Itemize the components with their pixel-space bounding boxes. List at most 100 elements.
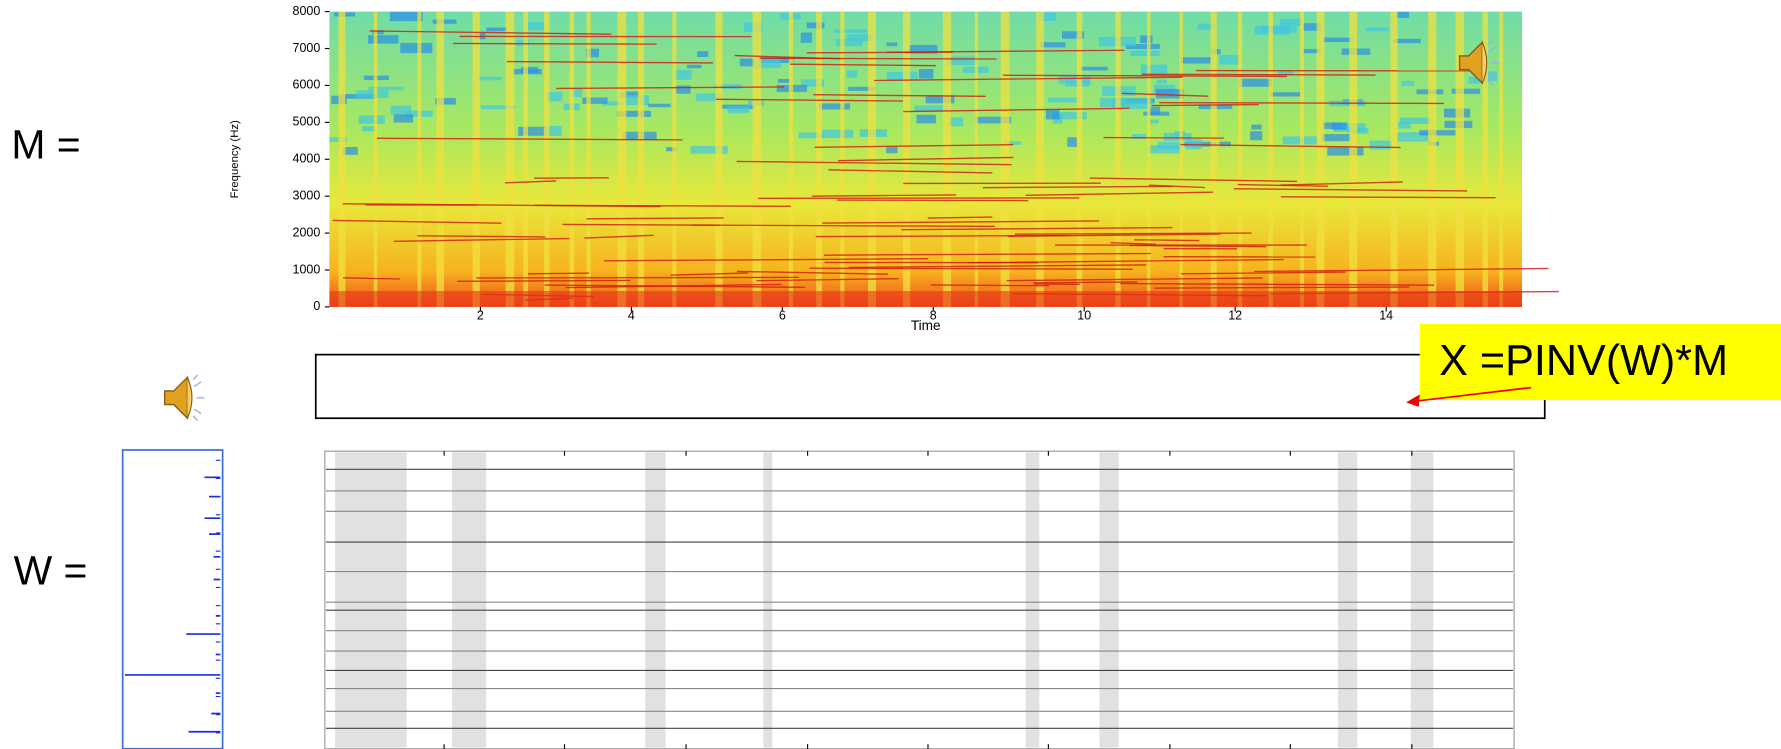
texture bbox=[1062, 31, 1085, 39]
texture bbox=[1251, 124, 1262, 130]
texture bbox=[1140, 35, 1153, 44]
texture bbox=[777, 78, 791, 83]
texture bbox=[1179, 11, 1183, 307]
texture bbox=[1303, 23, 1321, 31]
texture bbox=[582, 97, 608, 104]
texture bbox=[1125, 44, 1161, 50]
texture bbox=[1149, 106, 1161, 115]
texture bbox=[373, 11, 378, 307]
arrowhead bbox=[1406, 394, 1420, 407]
texture bbox=[1369, 140, 1392, 150]
speaker-icon[interactable] bbox=[164, 374, 206, 422]
texture bbox=[1261, 25, 1297, 33]
texture bbox=[1147, 11, 1151, 307]
texture bbox=[1129, 244, 1267, 248]
texture bbox=[486, 27, 507, 32]
texture bbox=[1115, 11, 1121, 307]
texture bbox=[695, 93, 722, 102]
texture bbox=[1396, 11, 1410, 18]
texture bbox=[1025, 191, 1213, 196]
texture bbox=[586, 217, 724, 220]
band bbox=[1338, 452, 1358, 748]
texture bbox=[886, 147, 898, 154]
texture bbox=[389, 11, 423, 22]
texture bbox=[1110, 241, 1157, 245]
texture bbox=[523, 11, 529, 307]
texture bbox=[584, 234, 654, 239]
texture bbox=[472, 11, 480, 307]
x-tick-label: 14 bbox=[1379, 308, 1393, 322]
texture bbox=[821, 129, 854, 139]
band bbox=[452, 452, 487, 748]
texture bbox=[362, 126, 375, 132]
texture bbox=[1132, 133, 1147, 139]
texture bbox=[736, 160, 1012, 166]
texture bbox=[648, 103, 671, 108]
texture bbox=[1278, 70, 1294, 75]
x-tick-label: 8 bbox=[930, 308, 937, 322]
texture bbox=[670, 272, 749, 276]
texture bbox=[739, 58, 755, 67]
texture bbox=[1280, 196, 1496, 199]
texture bbox=[931, 284, 1049, 287]
texture bbox=[914, 105, 951, 112]
texture bbox=[846, 70, 858, 78]
texture bbox=[329, 291, 1523, 307]
texture bbox=[369, 30, 612, 35]
texture bbox=[602, 101, 624, 106]
texture bbox=[837, 156, 1014, 162]
texture bbox=[814, 144, 1014, 148]
texture bbox=[1033, 281, 1138, 284]
texture bbox=[1148, 184, 1205, 189]
texture bbox=[1455, 11, 1465, 307]
texture bbox=[534, 204, 791, 208]
texture bbox=[1233, 188, 1468, 192]
texture bbox=[868, 11, 876, 307]
texture bbox=[543, 125, 562, 136]
texture bbox=[692, 224, 995, 228]
texture bbox=[1155, 88, 1184, 99]
texture bbox=[908, 44, 938, 54]
texture bbox=[556, 86, 785, 90]
texture bbox=[504, 180, 557, 184]
texture bbox=[1210, 11, 1217, 307]
texture bbox=[848, 264, 1147, 269]
texture bbox=[1270, 92, 1301, 97]
texture bbox=[800, 32, 812, 43]
texture bbox=[452, 42, 657, 45]
texture bbox=[435, 98, 456, 105]
x-matrix-box bbox=[314, 353, 1546, 420]
texture bbox=[759, 57, 997, 60]
texture bbox=[1038, 12, 1056, 21]
texture bbox=[927, 216, 993, 219]
texture bbox=[1003, 141, 1022, 145]
texture bbox=[368, 86, 404, 91]
texture bbox=[342, 146, 358, 155]
x-tick-label: 2 bbox=[477, 308, 484, 322]
texture bbox=[806, 22, 825, 29]
texture bbox=[1067, 137, 1078, 147]
texture bbox=[476, 276, 799, 279]
texture bbox=[1045, 109, 1060, 120]
texture bbox=[1180, 57, 1211, 64]
band bbox=[1099, 452, 1119, 748]
texture bbox=[806, 51, 953, 54]
texture bbox=[925, 95, 955, 104]
texture bbox=[816, 11, 823, 307]
texture bbox=[946, 56, 978, 66]
texture bbox=[527, 272, 590, 275]
texture bbox=[1401, 80, 1415, 86]
texture bbox=[1482, 11, 1489, 307]
texture bbox=[393, 114, 414, 123]
texture bbox=[1120, 282, 1435, 286]
texture bbox=[715, 11, 723, 307]
texture bbox=[974, 11, 979, 307]
texture bbox=[546, 91, 563, 102]
texture bbox=[736, 270, 889, 275]
y-axis-label: Frequency (Hz) bbox=[229, 120, 241, 198]
texture bbox=[1250, 131, 1263, 141]
texture bbox=[617, 11, 627, 307]
texture bbox=[811, 194, 957, 197]
texture bbox=[1399, 117, 1431, 124]
